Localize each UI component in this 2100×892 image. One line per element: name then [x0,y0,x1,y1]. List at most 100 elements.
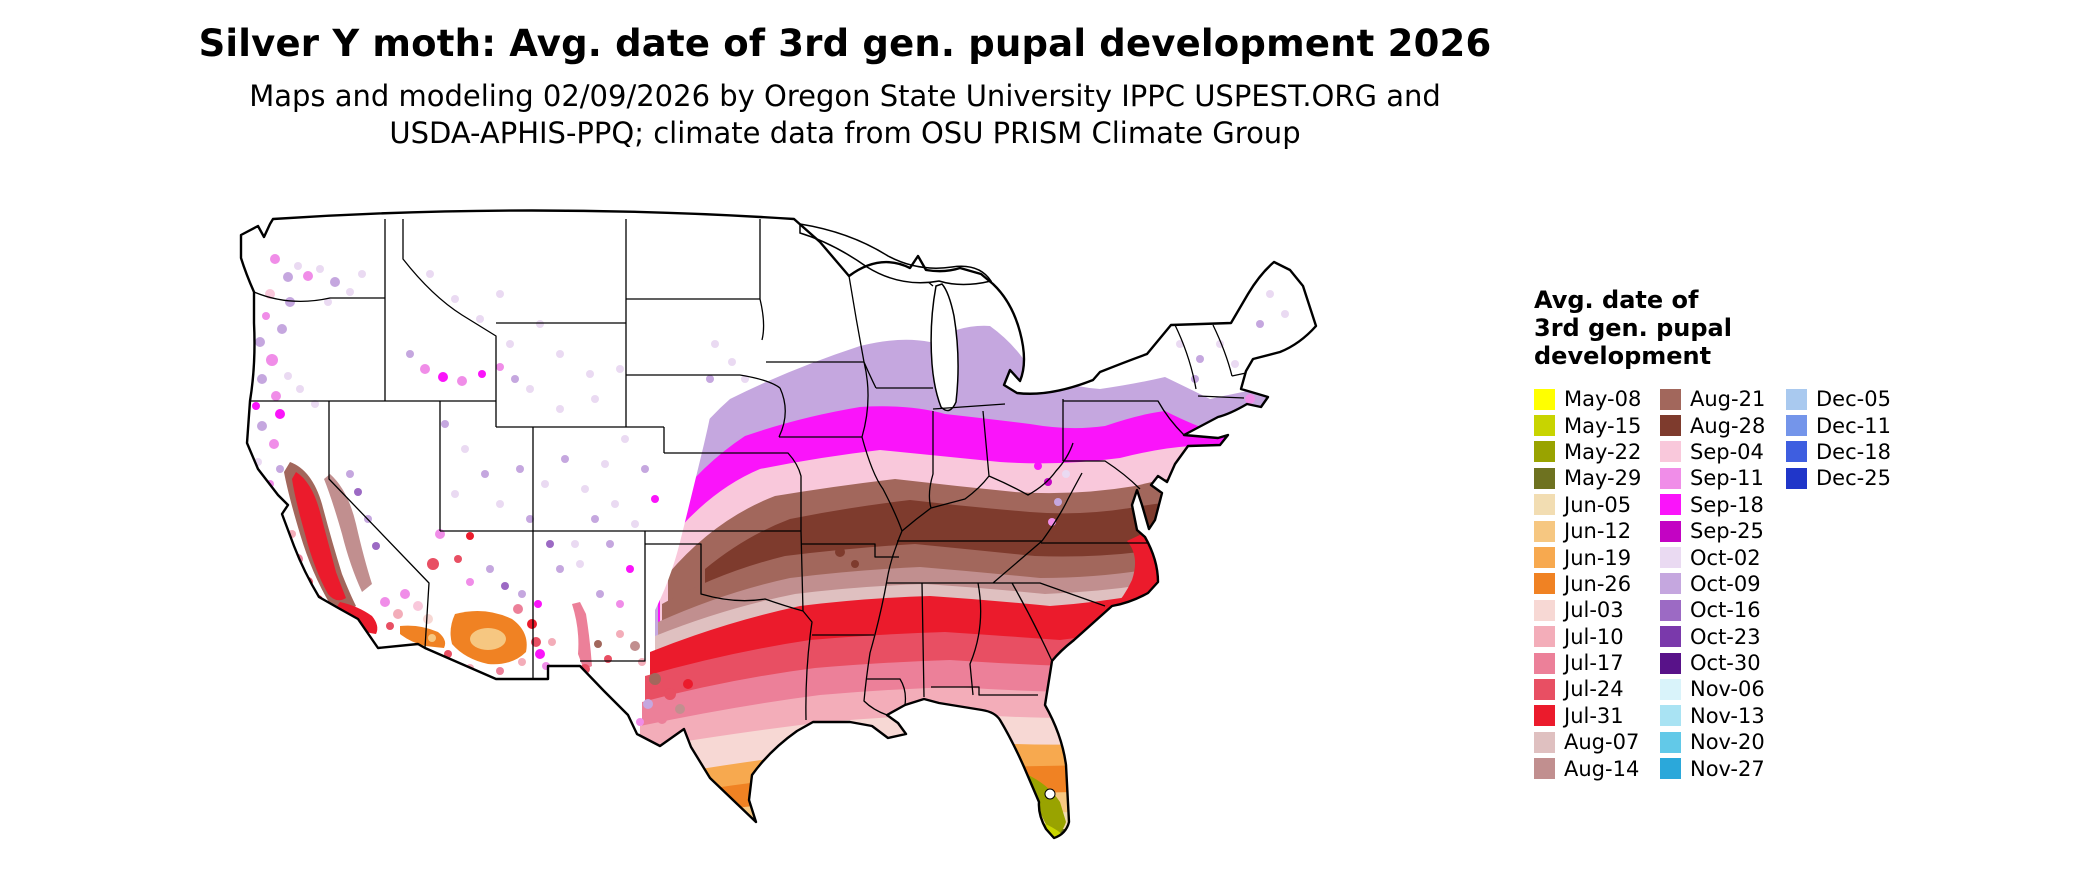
legend-swatch [1534,441,1555,463]
lake-michigan [930,283,959,412]
legend-label: Jun-26 [1564,571,1632,596]
legend-row: Dec-05 [1786,386,1891,412]
subtitle-line-1: Maps and modeling 02/09/2026 by Oregon S… [249,79,1441,113]
legend-row: Jun-19 [1534,544,1641,570]
legend-label: Sep-04 [1690,439,1764,464]
legend-row: Nov-13 [1660,703,1765,729]
legend-label: Oct-09 [1690,571,1761,596]
legend-swatch [1534,388,1555,410]
legend-label: Jun-12 [1564,519,1632,544]
legend-swatch [1534,415,1555,437]
legend-swatch [1786,441,1807,463]
legend-swatch [1660,494,1681,516]
legend-row: Oct-30 [1660,650,1765,676]
legend-label: Jul-03 [1564,598,1624,623]
page-subtitle: Maps and modeling 02/09/2026 by Oregon S… [0,78,1690,152]
legend-label: Jul-10 [1564,624,1624,649]
legend-row: May-08 [1534,386,1641,412]
legend-swatch [1786,415,1807,437]
legend-label: May-08 [1564,387,1642,412]
legend-label: May-15 [1564,413,1642,438]
legend-row: Jul-03 [1534,597,1641,623]
legend-label: Nov-27 [1690,756,1765,781]
legend-swatch [1534,626,1555,648]
legend-swatch [1660,573,1681,595]
legend-label: Oct-30 [1690,651,1761,676]
legend-swatch [1534,520,1555,542]
legend-swatch [1786,467,1807,489]
subtitle-line-2: USDA-APHIS-PPQ; climate data from OSU PR… [389,116,1301,150]
legend-row: Dec-18 [1786,439,1891,465]
legend-column-3: Dec-05 Dec-11 Dec-18 Dec-25 [1786,386,1891,492]
legend-title: Avg. date of 3rd gen. pupal development [1534,286,2094,370]
legend-label: Nov-20 [1690,730,1765,755]
legend-row: Nov-20 [1660,729,1765,755]
legend-swatch [1660,547,1681,569]
map-stripes [638,325,1316,838]
page-title: Silver Y moth: Avg. date of 3rd gen. pup… [198,22,1492,65]
legend: Avg. date of 3rd gen. pupal development … [1534,286,2094,781]
legend-swatch [1786,388,1807,410]
legend-label: Jul-31 [1564,703,1624,728]
lake-okeechobee [1044,788,1056,800]
legend-label: May-29 [1564,466,1642,491]
west-speckles [252,254,1289,726]
legend-swatch [1660,705,1681,727]
legend-row: Sep-11 [1660,465,1765,491]
legend-label: Jun-05 [1564,492,1632,517]
legend-row: May-15 [1534,412,1641,438]
legend-swatch [1660,467,1681,489]
legend-label: Dec-11 [1816,413,1891,438]
legend-row: Jun-26 [1534,571,1641,597]
legend-swatch [1534,547,1555,569]
legend-label: Oct-23 [1690,624,1761,649]
legend-row: Aug-28 [1660,412,1765,438]
legend-row: Aug-14 [1534,755,1641,781]
legend-swatch [1660,731,1681,753]
legend-row: Jul-31 [1534,703,1641,729]
us-outline [239,209,1318,840]
legend-row: Sep-25 [1660,518,1765,544]
legend-row: Oct-09 [1660,571,1765,597]
legend-swatch [1534,652,1555,674]
legend-row: Jun-12 [1534,518,1641,544]
legend-row: May-29 [1534,465,1641,491]
legend-swatch [1534,494,1555,516]
legend-swatch [1660,441,1681,463]
legend-label: May-22 [1564,439,1642,464]
legend-column-2: Aug-21 Aug-28 Sep-04 Sep-11 Sep-18 Sep-25 Oct-… [1660,386,1765,782]
legend-swatch [1534,599,1555,621]
legend-swatch [1660,678,1681,700]
west-blobs [284,462,1167,838]
legend-swatch [1660,758,1681,780]
legend-label: Dec-25 [1816,466,1891,491]
legend-swatch [1660,415,1681,437]
legend-row: Jul-24 [1534,676,1641,702]
legend-row: Dec-11 [1786,412,1891,438]
legend-column-1: May-08 May-15 May-22 May-29 Jun-05 Jun-12 Jun-… [1534,386,1641,782]
legend-swatch [1534,678,1555,700]
legend-label: Sep-25 [1690,519,1764,544]
legend-row: Dec-25 [1786,465,1891,491]
legend-swatch [1534,731,1555,753]
legend-swatch [1660,520,1681,542]
legend-label: Oct-16 [1690,598,1761,623]
legend-row: Aug-21 [1660,386,1765,412]
legend-row: May-22 [1534,439,1641,465]
legend-label: Nov-13 [1690,703,1765,728]
legend-label: Aug-14 [1564,756,1640,781]
legend-label: Jun-19 [1564,545,1632,570]
legend-swatch [1534,467,1555,489]
legend-title-line-1: Avg. date of [1534,286,1699,314]
legend-label: Aug-21 [1690,387,1766,412]
legend-label: Sep-18 [1690,492,1764,517]
legend-row: Sep-18 [1660,492,1765,518]
legend-row: Oct-02 [1660,544,1765,570]
legend-row: Aug-07 [1534,729,1641,755]
legend-swatch [1660,388,1681,410]
legend-row: Oct-23 [1660,624,1765,650]
legend-row: Jul-10 [1534,624,1641,650]
legend-swatch [1534,758,1555,780]
legend-label: Sep-11 [1690,466,1764,491]
legend-row: Nov-06 [1660,676,1765,702]
